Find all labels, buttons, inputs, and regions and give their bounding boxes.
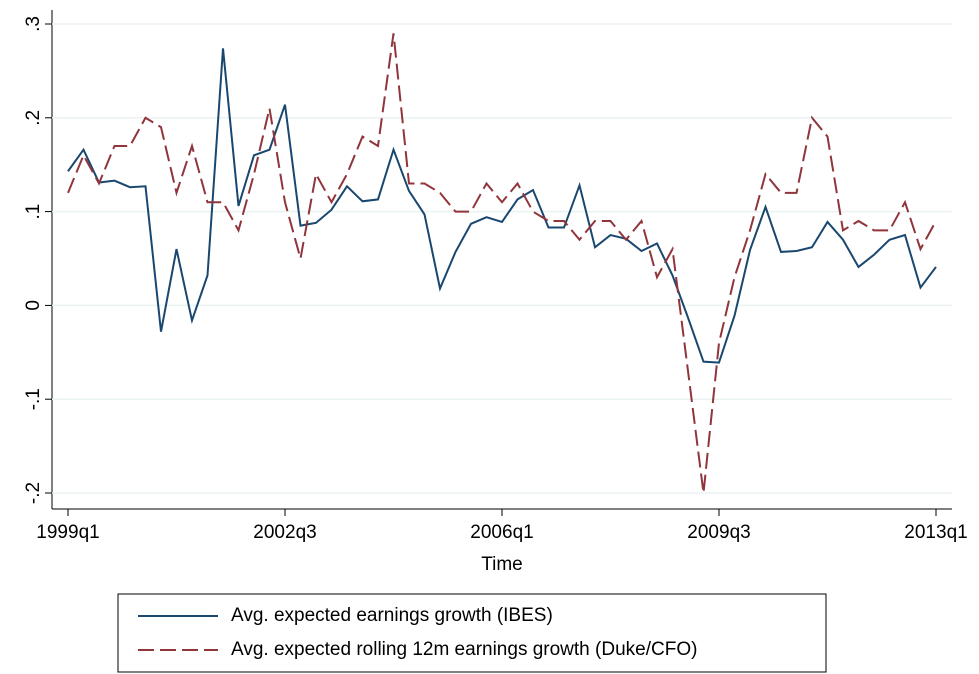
legend-box <box>117 593 827 673</box>
legend-label: Avg. expected earnings growth (IBES) <box>231 605 553 626</box>
y-tick-label: .2 <box>23 110 44 126</box>
x-tick-label: 2006q1 <box>470 522 533 543</box>
series-line <box>67 48 937 364</box>
series-line <box>67 33 937 494</box>
x-tick-label: 1999q1 <box>36 522 99 543</box>
y-tick-label: -.1 <box>23 388 44 410</box>
y-tick-label: .3 <box>23 16 44 32</box>
y-tick-label: 0 <box>23 300 44 311</box>
x-tick-label: 2013q1 <box>904 522 967 543</box>
x-axis-label: Time <box>481 554 523 575</box>
x-tick-label: 2009q3 <box>687 522 750 543</box>
legend-label: Avg. expected rolling 12m earnings growt… <box>231 639 697 660</box>
y-tick-label: -.2 <box>23 482 44 504</box>
x-tick-label: 2002q3 <box>253 522 316 543</box>
y-tick-label: .1 <box>23 204 44 220</box>
